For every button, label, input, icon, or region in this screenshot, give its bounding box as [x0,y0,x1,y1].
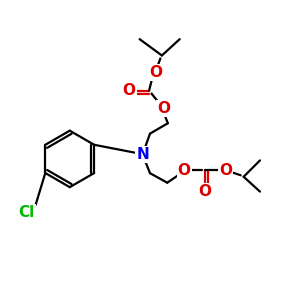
Text: O: O [178,163,191,178]
Text: O: O [157,101,170,116]
Text: N: N [136,147,149,162]
Text: Cl: Cl [19,205,35,220]
Text: O: O [149,64,162,80]
Text: O: O [199,184,212,199]
Text: O: O [219,163,232,178]
Text: O: O [123,83,136,98]
